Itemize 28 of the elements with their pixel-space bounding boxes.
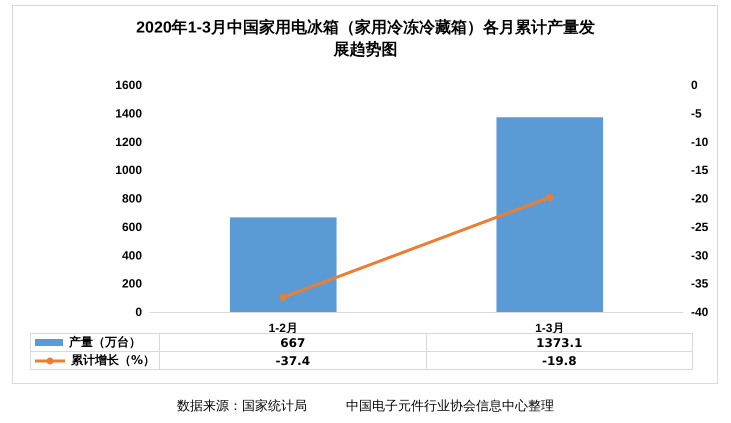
y-tick-label: 0 [135,305,142,319]
y-tick-label: 1400 [115,106,142,120]
legend-label: 累计增长（%） [30,352,160,370]
y-tick-label: 200 [122,276,142,291]
y2-tick-label: -20 [691,192,709,206]
y-tick-label: 1200 [115,134,142,149]
y-tick-label: 1600 [115,78,142,92]
data-label: -19.8 [426,352,693,370]
y2-tick-label: -35 [691,276,709,291]
y2-tick-label: -30 [691,248,709,262]
data-label: -37.4 [160,352,426,370]
y2-tick-label: 0 [691,78,698,92]
data-label: 1373.1 [426,334,693,352]
x-tick-label: 1-2月 [268,321,298,335]
y2-tick-label: -15 [691,163,709,178]
chart-title: 2020年1-3月中国家用电冰箱（家用冷冻冷藏箱）各月累计产量发展趋势图 [136,18,595,58]
y2-tick-label: -10 [691,134,709,149]
y2-tick-label: -40 [691,305,709,319]
x-tick-label: 1-3月 [535,321,564,335]
y2-tick-label: -5 [691,106,702,120]
y-tick-label: 600 [122,220,142,234]
y-tick-label: 400 [122,248,142,262]
source-note: 数据来源：国家统计局 中国电子元件行业协会信息中心整理 [176,398,555,415]
y-tick-label: 1000 [115,163,142,178]
y-tick-label: 800 [122,192,142,206]
y2-tick-label: -25 [691,220,709,234]
legend-label: 产量（万台） [30,334,160,352]
data-label: 667 [160,334,426,352]
